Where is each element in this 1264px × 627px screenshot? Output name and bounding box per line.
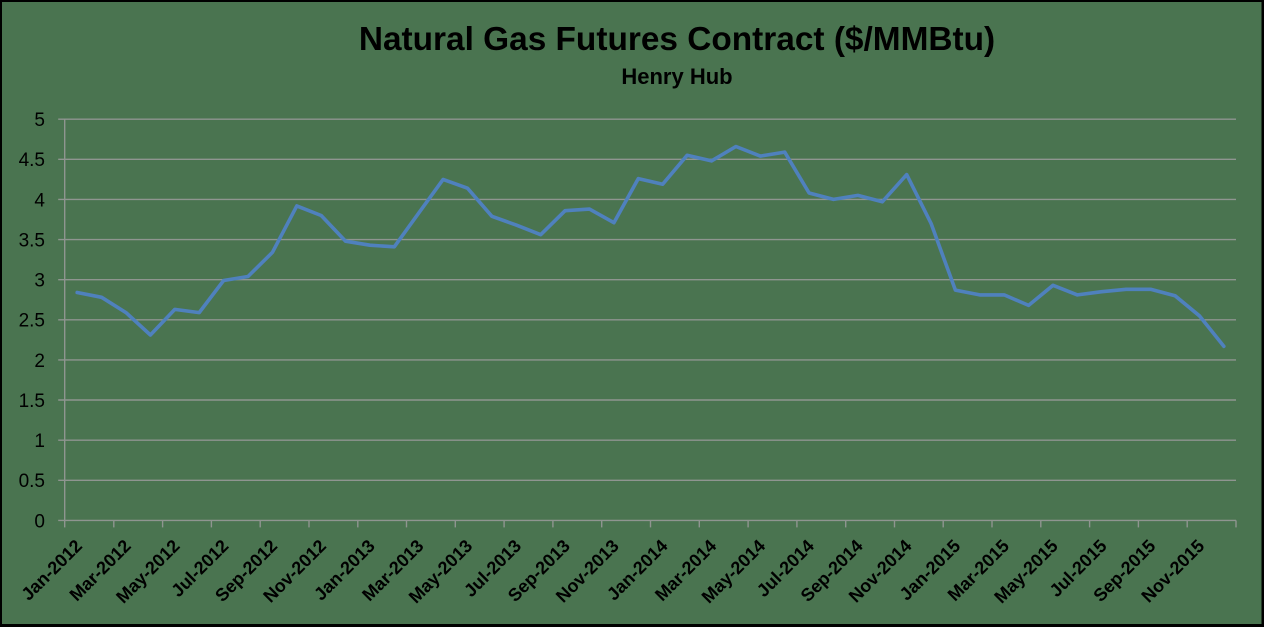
svg-text:2: 2: [34, 351, 45, 372]
svg-text:3: 3: [34, 271, 45, 292]
svg-text:Henry Hub: Henry Hub: [621, 64, 732, 89]
svg-text:2.5: 2.5: [19, 311, 45, 332]
svg-text:4: 4: [34, 190, 45, 211]
svg-text:1: 1: [34, 431, 45, 452]
svg-text:4.5: 4.5: [19, 150, 45, 171]
svg-text:Natural Gas Futures Contract (: Natural Gas Futures Contract ($/MMBtu): [359, 21, 995, 58]
svg-text:1.5: 1.5: [19, 391, 45, 412]
svg-text:5: 5: [34, 110, 45, 131]
svg-text:3.5: 3.5: [19, 231, 45, 252]
svg-text:0: 0: [34, 511, 45, 532]
svg-text:0.5: 0.5: [19, 471, 45, 492]
